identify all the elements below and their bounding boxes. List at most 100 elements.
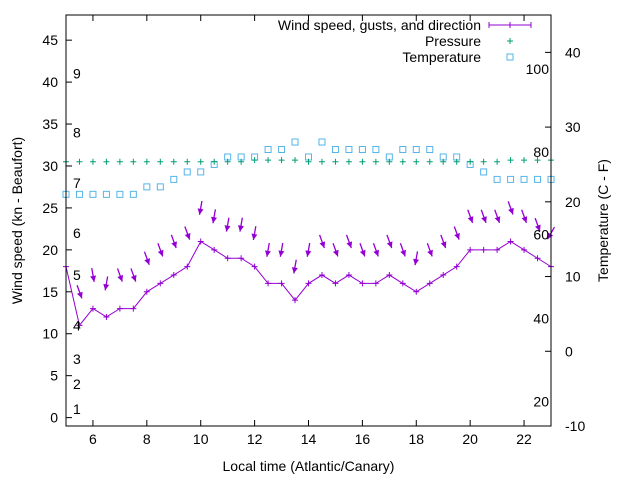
beaufort-label: 7 bbox=[73, 175, 81, 191]
beaufort-label: 9 bbox=[73, 66, 81, 82]
gust-arrow-head bbox=[547, 232, 554, 240]
y-tick-label: 30 bbox=[42, 158, 58, 174]
gust-arrow-head bbox=[373, 249, 380, 257]
wind-speed-point bbox=[103, 313, 110, 320]
pressure-point bbox=[197, 158, 204, 165]
beaufort-label: 5 bbox=[73, 267, 81, 283]
x-tick-label: 12 bbox=[247, 431, 263, 447]
beaufort-label: 2 bbox=[73, 376, 81, 392]
y-tick-label: 10 bbox=[42, 326, 58, 342]
fahrenheit-label: 80 bbox=[533, 144, 549, 160]
temperature-point bbox=[116, 190, 124, 198]
pressure-point bbox=[184, 158, 191, 165]
beaufort-label: 6 bbox=[73, 225, 81, 241]
pressure-point bbox=[157, 158, 164, 165]
pressure-point bbox=[224, 158, 231, 165]
wind-speed-point bbox=[197, 238, 204, 245]
wind-speed-point bbox=[305, 280, 312, 287]
legend-pressure-label: Pressure bbox=[425, 33, 481, 49]
wind-speed-point bbox=[76, 322, 83, 329]
gust-arrow-head bbox=[264, 250, 271, 257]
pressure-point bbox=[345, 158, 352, 165]
fahrenheit-label: 20 bbox=[533, 393, 549, 409]
wind-speed-point bbox=[372, 280, 379, 287]
temperature-point bbox=[75, 190, 83, 198]
pressure-point bbox=[170, 158, 177, 165]
pressure-point bbox=[116, 158, 123, 165]
gust-arrow-head bbox=[90, 275, 97, 282]
x-tick-label: 18 bbox=[408, 431, 424, 447]
temperature-point bbox=[520, 175, 528, 183]
pressure-point bbox=[534, 157, 541, 164]
beaufort-label: 8 bbox=[73, 124, 81, 140]
fahrenheit-label: 40 bbox=[533, 310, 549, 326]
temperature-point bbox=[278, 146, 286, 154]
gust-arrow-head bbox=[535, 224, 541, 232]
y2-axis-title: Temperature (C - F) bbox=[595, 159, 611, 282]
pressure-point bbox=[372, 158, 379, 165]
wind-speed-point bbox=[89, 305, 96, 312]
gust-arrow-head bbox=[117, 274, 124, 282]
temperature-point bbox=[264, 146, 272, 154]
gust-arrow-head bbox=[291, 267, 298, 274]
pressure-point bbox=[76, 158, 83, 165]
gust-arrow-head bbox=[521, 216, 528, 223]
gust-arrow-head bbox=[278, 250, 285, 257]
temperature-point bbox=[183, 168, 191, 176]
gust-arrow-head bbox=[427, 249, 433, 257]
pressure-point bbox=[399, 158, 406, 165]
wind-speed-point bbox=[265, 280, 272, 287]
wind-speed-point bbox=[318, 272, 325, 279]
pressure-point bbox=[143, 158, 150, 165]
pressure-point bbox=[494, 158, 501, 165]
legend-samples bbox=[488, 22, 532, 61]
wind-speed-point bbox=[480, 246, 487, 253]
temperature-point bbox=[493, 175, 501, 183]
pressure-point bbox=[440, 158, 447, 165]
pressure-point bbox=[453, 158, 460, 165]
wind-speed-point bbox=[224, 255, 231, 262]
pressure-point bbox=[265, 157, 272, 164]
wind-speed-point bbox=[440, 272, 447, 279]
legend-temperature-sample bbox=[506, 53, 514, 61]
beaufort-label: 4 bbox=[73, 317, 81, 333]
temperature-point bbox=[143, 183, 151, 191]
temperature-point bbox=[89, 190, 97, 198]
gust-arrow-head bbox=[251, 233, 258, 240]
y2-tick-label: 30 bbox=[565, 119, 581, 135]
gust-arrow-head bbox=[130, 274, 137, 282]
y2-tick-label: -10 bbox=[565, 418, 585, 434]
legend-wind-marker bbox=[488, 22, 532, 28]
legend-wind-label: Wind speed, gusts, and direction bbox=[278, 17, 481, 33]
x-tick-label: 6 bbox=[89, 431, 97, 447]
pressure-point bbox=[251, 157, 258, 164]
tick-marks bbox=[66, 15, 551, 427]
y-tick-label: 25 bbox=[42, 200, 58, 216]
gust-arrow-head bbox=[224, 225, 231, 232]
wind-speed-point bbox=[143, 288, 150, 295]
gust-arrow-head bbox=[346, 241, 353, 249]
y-tick-label: 40 bbox=[42, 74, 58, 90]
pressure-point bbox=[426, 158, 433, 165]
plot-frame bbox=[65, 14, 552, 427]
pressure-point bbox=[292, 157, 299, 164]
wind-speed-point bbox=[170, 272, 177, 279]
temperature-point bbox=[102, 190, 110, 198]
temperature-point bbox=[507, 175, 515, 183]
pressure-point bbox=[305, 158, 312, 165]
y-axis-title: Wind speed (kn - Beaufort) bbox=[9, 137, 25, 304]
gust-arrow-head bbox=[319, 241, 326, 249]
pressure-point bbox=[332, 158, 339, 165]
legend: Wind speed, gusts, and direction Pressur… bbox=[278, 17, 532, 65]
beaufort-label: 1 bbox=[73, 401, 81, 417]
pressure-point bbox=[238, 158, 245, 165]
temperature-point bbox=[291, 138, 299, 146]
wind-speed-point bbox=[413, 288, 420, 295]
temperature-point bbox=[129, 190, 137, 198]
y-tick-label: 15 bbox=[42, 284, 58, 300]
gust-arrow-head bbox=[400, 249, 406, 257]
x-tick-label: 10 bbox=[193, 431, 209, 447]
pressure-point bbox=[89, 158, 96, 165]
pressure-point bbox=[359, 158, 366, 165]
fahrenheit-label: 60 bbox=[533, 227, 549, 243]
